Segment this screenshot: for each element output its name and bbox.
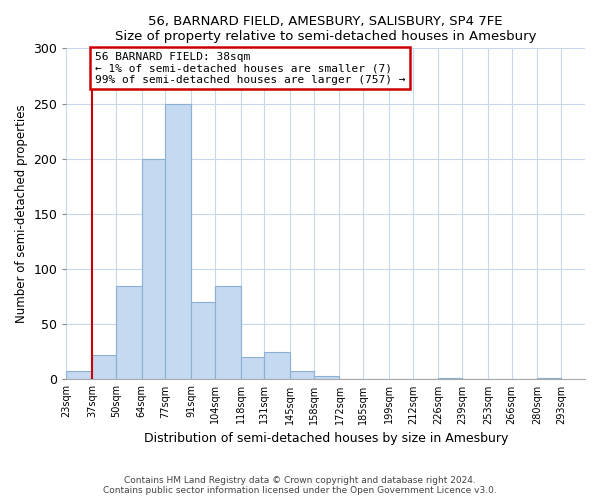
X-axis label: Distribution of semi-detached houses by size in Amesbury: Distribution of semi-detached houses by … <box>143 432 508 445</box>
Bar <box>538 378 561 380</box>
Bar <box>166 104 191 380</box>
Bar <box>241 358 265 380</box>
Bar <box>439 378 462 380</box>
Text: 56 BARNARD FIELD: 38sqm
← 1% of semi-detached houses are smaller (7)
99% of semi: 56 BARNARD FIELD: 38sqm ← 1% of semi-det… <box>95 52 406 85</box>
Bar <box>67 370 92 380</box>
Bar <box>265 352 290 380</box>
Bar <box>191 302 215 380</box>
Bar <box>215 286 241 380</box>
Text: Contains HM Land Registry data © Crown copyright and database right 2024.
Contai: Contains HM Land Registry data © Crown c… <box>103 476 497 495</box>
Bar <box>290 370 314 380</box>
Bar <box>142 158 166 380</box>
Bar <box>92 355 116 380</box>
Bar <box>116 286 142 380</box>
Bar <box>314 376 340 380</box>
Y-axis label: Number of semi-detached properties: Number of semi-detached properties <box>15 104 28 323</box>
Title: 56, BARNARD FIELD, AMESBURY, SALISBURY, SP4 7FE
Size of property relative to sem: 56, BARNARD FIELD, AMESBURY, SALISBURY, … <box>115 15 536 43</box>
